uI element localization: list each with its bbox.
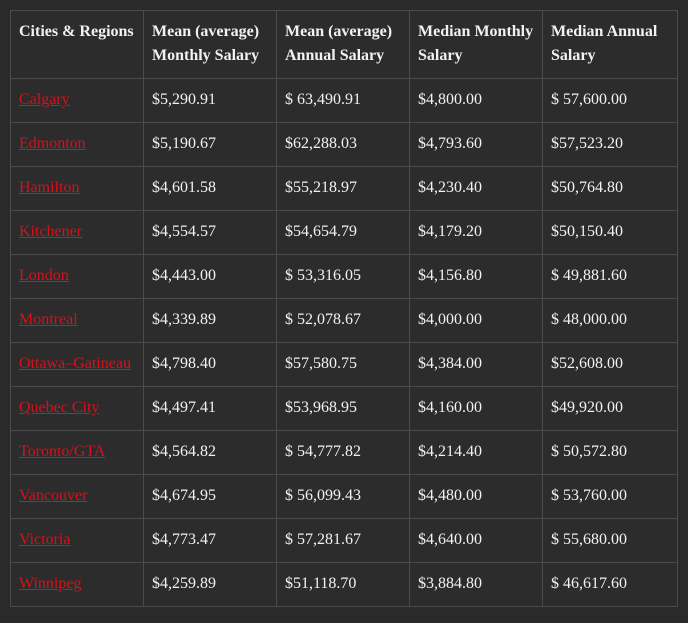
city-link[interactable]: Hamilton <box>19 179 80 196</box>
salary-cell: $4,230.40 <box>409 166 543 211</box>
salary-cell: $54,654.79 <box>276 210 410 255</box>
salary-cell: $4,156.80 <box>409 254 543 299</box>
salary-cell: $ 54,777.82 <box>276 430 410 475</box>
salary-cell: $ 53,760.00 <box>542 474 678 519</box>
salary-cell: $50,764.80 <box>542 166 678 211</box>
salary-cell: $4,480.00 <box>409 474 543 519</box>
city-cell: Toronto/GTA <box>10 430 144 475</box>
city-cell: Vancouver <box>10 474 144 519</box>
city-link[interactable]: London <box>19 267 69 284</box>
city-link[interactable]: Vancouver <box>19 487 88 504</box>
city-link[interactable]: Calgary <box>19 91 70 108</box>
salary-cell: $4,800.00 <box>409 78 543 123</box>
table-row: Toronto/GTA $4,564.82 $ 54,777.82 $4,214.40… <box>10 430 678 475</box>
table-row: Quebec City $4,497.41 $53,968.95 $4,160.00 $… <box>10 386 678 431</box>
salary-cell: $3,884.80 <box>409 562 543 607</box>
salary-cell: $4,384.00 <box>409 342 543 387</box>
salary-cell: $53,968.95 <box>276 386 410 431</box>
salary-cell: $ 50,572.80 <box>542 430 678 475</box>
salary-cell: $4,339.89 <box>143 298 277 343</box>
salary-cell: $4,000.00 <box>409 298 543 343</box>
city-link[interactable]: Edmonton <box>19 135 86 152</box>
city-link[interactable]: Kitchener <box>19 223 83 240</box>
salary-table: Cities & Regions Mean (average) Monthly S… <box>10 10 678 607</box>
city-link[interactable]: Quebec City <box>19 399 100 416</box>
city-link[interactable]: Ottawa–Gatineau <box>19 355 131 372</box>
salary-cell: $4,601.58 <box>143 166 277 211</box>
city-link[interactable]: Montreal <box>19 311 78 328</box>
table-row: Victoria $4,773.47 $ 57,281.67 $4,640.00 $ 5… <box>10 518 678 563</box>
city-link[interactable]: Toronto/GTA <box>19 443 106 460</box>
salary-cell: $5,190.67 <box>143 122 277 167</box>
salary-cell: $ 48,000.00 <box>542 298 678 343</box>
city-cell: London <box>10 254 144 299</box>
salary-cell: $4,160.00 <box>409 386 543 431</box>
header-row: Cities & Regions Mean (average) Monthly S… <box>10 10 678 79</box>
salary-cell: $ 53,316.05 <box>276 254 410 299</box>
table-row: Vancouver $4,674.95 $ 56,099.43 $4,480.00 $ … <box>10 474 678 519</box>
salary-cell: $ 46,617.60 <box>542 562 678 607</box>
salary-cell: $4,554.57 <box>143 210 277 255</box>
salary-cell: $4,214.40 <box>409 430 543 475</box>
table-body: Calgary $5,290.91 $ 63,490.91 $4,800.00 $ 57… <box>10 78 678 607</box>
salary-cell: $4,640.00 <box>409 518 543 563</box>
salary-cell: $50,150.40 <box>542 210 678 255</box>
salary-cell: $ 49,881.60 <box>542 254 678 299</box>
salary-cell: $ 57,600.00 <box>542 78 678 123</box>
salary-cell: $4,564.82 <box>143 430 277 475</box>
salary-cell: $4,179.20 <box>409 210 543 255</box>
table-row: Edmonton $5,190.67 $62,288.03 $4,793.60 $57,… <box>10 122 678 167</box>
salary-cell: $ 56,099.43 <box>276 474 410 519</box>
salary-cell: $4,773.47 <box>143 518 277 563</box>
table-row: Montreal $4,339.89 $ 52,078.67 $4,000.00 $ 4… <box>10 298 678 343</box>
table-row: Calgary $5,290.91 $ 63,490.91 $4,800.00 $ 57… <box>10 78 678 123</box>
table-row: Hamilton $4,601.58 $55,218.97 $4,230.40 $50,… <box>10 166 678 211</box>
city-cell: Calgary <box>10 78 144 123</box>
table-row: Winnipeg $4,259.89 $51,118.70 $3,884.80 $ 46… <box>10 562 678 607</box>
salary-cell: $ 52,078.67 <box>276 298 410 343</box>
city-cell: Ottawa–Gatineau <box>10 342 144 387</box>
salary-cell: $4,798.40 <box>143 342 277 387</box>
salary-cell: $62,288.03 <box>276 122 410 167</box>
salary-cell: $ 57,281.67 <box>276 518 410 563</box>
salary-cell: $4,793.60 <box>409 122 543 167</box>
city-cell: Kitchener <box>10 210 144 255</box>
city-cell: Quebec City <box>10 386 144 431</box>
salary-cell: $57,580.75 <box>276 342 410 387</box>
header-cell: Median Annual Salary <box>542 10 678 79</box>
table-container: Cities & Regions Mean (average) Monthly S… <box>10 10 678 607</box>
city-cell: Victoria <box>10 518 144 563</box>
header-cell: Median Monthly Salary <box>409 10 543 79</box>
salary-cell: $4,674.95 <box>143 474 277 519</box>
salary-cell: $5,290.91 <box>143 78 277 123</box>
salary-cell: $52,608.00 <box>542 342 678 387</box>
city-cell: Hamilton <box>10 166 144 211</box>
table-row: Kitchener $4,554.57 $54,654.79 $4,179.20 $50… <box>10 210 678 255</box>
salary-cell: $55,218.97 <box>276 166 410 211</box>
city-cell: Winnipeg <box>10 562 144 607</box>
header-cell: Mean (average) Monthly Salary <box>143 10 277 79</box>
salary-cell: $ 63,490.91 <box>276 78 410 123</box>
salary-cell: $57,523.20 <box>542 122 678 167</box>
city-cell: Montreal <box>10 298 144 343</box>
header-cell: Cities & Regions <box>10 10 144 79</box>
table-row: London $4,443.00 $ 53,316.05 $4,156.80 $ 49,… <box>10 254 678 299</box>
salary-cell: $51,118.70 <box>276 562 410 607</box>
city-link[interactable]: Winnipeg <box>19 575 82 592</box>
header-cell: Mean (average) Annual Salary <box>276 10 410 79</box>
salary-cell: $ 55,680.00 <box>542 518 678 563</box>
salary-cell: $4,443.00 <box>143 254 277 299</box>
salary-cell: $4,259.89 <box>143 562 277 607</box>
city-cell: Edmonton <box>10 122 144 167</box>
salary-cell: $49,920.00 <box>542 386 678 431</box>
table-row: Ottawa–Gatineau $4,798.40 $57,580.75 $4,384… <box>10 342 678 387</box>
salary-cell: $4,497.41 <box>143 386 277 431</box>
city-link[interactable]: Victoria <box>19 531 71 548</box>
